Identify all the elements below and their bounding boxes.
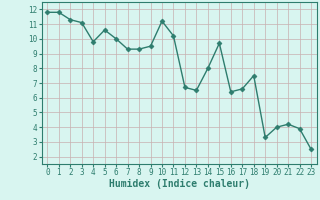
X-axis label: Humidex (Indice chaleur): Humidex (Indice chaleur) [109, 179, 250, 189]
